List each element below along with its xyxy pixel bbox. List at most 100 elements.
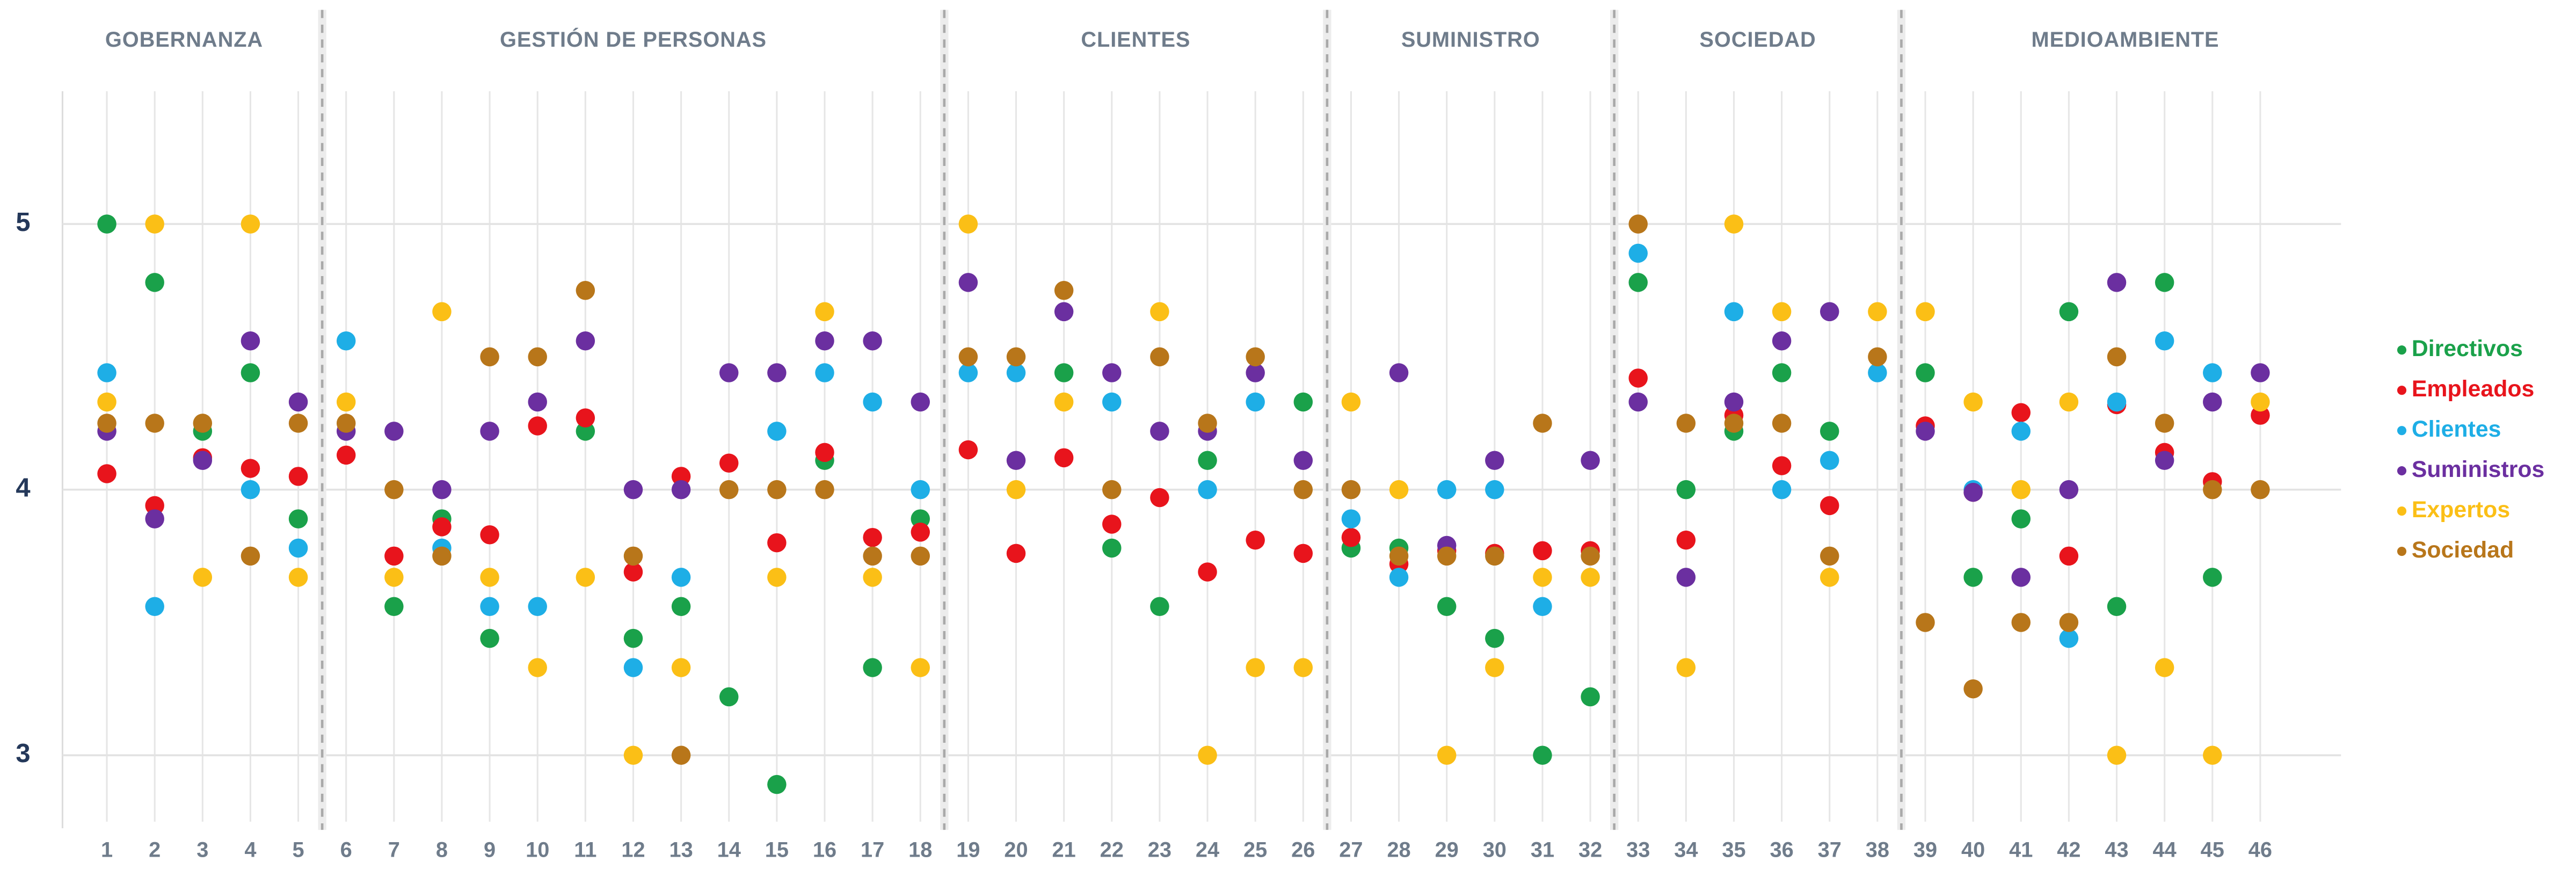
x-tick-label: 32 [1578, 838, 1602, 861]
data-point [1293, 480, 1313, 499]
data-point [193, 414, 213, 433]
x-tick-label: 15 [765, 838, 789, 861]
data-point [1006, 451, 1026, 470]
data-point [576, 408, 595, 428]
data-point [2011, 509, 2031, 528]
x-tick-label: 43 [2105, 838, 2128, 861]
data-point [767, 533, 787, 553]
data-point [623, 480, 643, 499]
data-point [1772, 456, 1792, 475]
x-tick-label: 39 [1913, 838, 1937, 861]
x-tick-label: 20 [1004, 838, 1028, 861]
data-point [2155, 451, 2174, 470]
data-point [719, 453, 739, 473]
data-point [145, 414, 164, 433]
data-point [1054, 280, 1074, 300]
x-tick-label: 24 [1196, 838, 1219, 861]
x-tick-label: 25 [1243, 838, 1267, 861]
data-point [1389, 568, 1409, 587]
x-tick-label: 8 [436, 838, 448, 861]
data-point [1772, 363, 1792, 382]
data-point [2059, 302, 2079, 322]
data-point [2251, 405, 2270, 425]
group-header: SUMINISTRO [1401, 28, 1540, 52]
data-point [911, 658, 930, 677]
data-point [384, 480, 404, 499]
data-point [384, 568, 404, 587]
data-point [1676, 658, 1696, 677]
data-point [1341, 480, 1361, 499]
data-point [576, 280, 595, 300]
x-tick-label: 40 [1961, 838, 1985, 861]
group-header: MEDIOAMBIENTE [2032, 28, 2220, 52]
data-point [1150, 302, 1169, 322]
data-point [767, 480, 787, 499]
data-point [241, 459, 260, 478]
data-point [432, 517, 452, 537]
data-point [1485, 480, 1504, 499]
data-point [432, 480, 452, 499]
data-point [1533, 541, 1552, 561]
data-point [1628, 243, 1648, 263]
data-point [1054, 363, 1074, 382]
data-point [1772, 302, 1792, 322]
data-point [1150, 597, 1169, 617]
data-point [1820, 302, 1839, 322]
data-point [576, 568, 595, 587]
data-point [2107, 745, 2127, 765]
data-point [719, 363, 739, 382]
data-point [1868, 363, 1887, 382]
legend-label: Expertos [2412, 497, 2510, 523]
data-point [480, 347, 499, 367]
x-tick-label: 31 [1531, 838, 1554, 861]
data-point [2059, 628, 2079, 648]
data-point [863, 331, 882, 351]
data-point [1389, 480, 1409, 499]
data-point [145, 273, 164, 292]
data-point [528, 658, 547, 677]
data-point [1341, 527, 1361, 547]
data-point [1916, 422, 1935, 441]
data-point [1963, 392, 1983, 412]
data-point [288, 568, 308, 587]
data-point [145, 509, 164, 528]
data-point [1485, 628, 1504, 648]
legend-label: Empleados [2412, 376, 2535, 402]
data-point [1437, 597, 1457, 617]
x-tick-label: 9 [484, 838, 496, 861]
data-point [288, 467, 308, 486]
data-point [911, 546, 930, 566]
data-point [863, 658, 882, 677]
data-point [193, 568, 213, 587]
data-point [863, 568, 882, 587]
data-point [1054, 392, 1074, 412]
data-point [2203, 480, 2222, 499]
data-point [288, 538, 308, 558]
data-point [1102, 392, 1122, 412]
data-point [1963, 482, 1983, 502]
data-point [911, 392, 930, 412]
data-point [193, 451, 213, 470]
data-point [1581, 568, 1600, 587]
legend-label: Sociedad [2412, 537, 2514, 563]
data-point [863, 546, 882, 566]
data-point [2155, 658, 2174, 677]
data-point [1293, 544, 1313, 563]
data-point [528, 416, 547, 436]
data-point [241, 546, 260, 566]
data-point [1293, 392, 1313, 412]
x-tick-label: 30 [1483, 838, 1507, 861]
x-tick-label: 17 [861, 838, 884, 861]
data-point [2059, 480, 2079, 499]
data-point [1676, 568, 1696, 587]
x-tick-label: 22 [1100, 838, 1124, 861]
data-point [1628, 392, 1648, 412]
data-point [241, 480, 260, 499]
data-point [1437, 546, 1457, 566]
data-point [1533, 414, 1552, 433]
data-point [1963, 568, 1983, 587]
x-tick-label: 28 [1387, 838, 1410, 861]
x-tick-label: 42 [2057, 838, 2080, 861]
data-point [241, 214, 260, 234]
data-point [1820, 546, 1839, 566]
